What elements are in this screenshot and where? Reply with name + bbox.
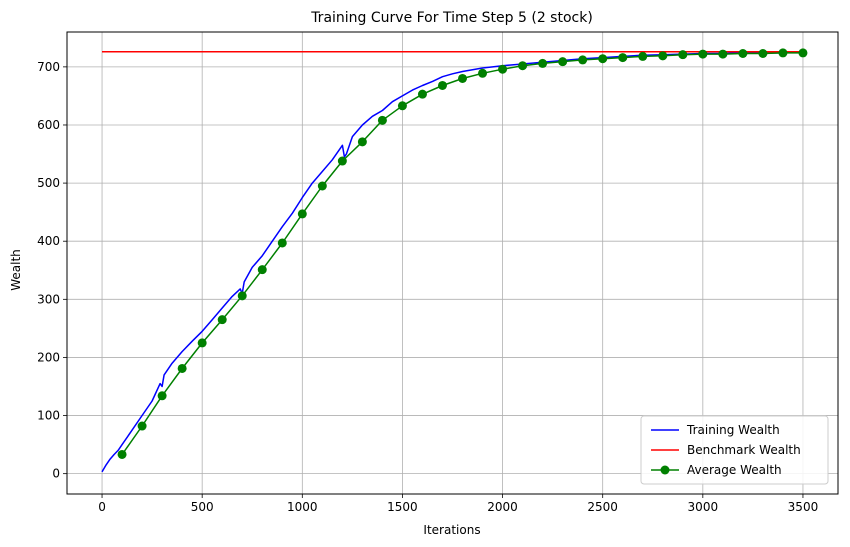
legend-marker — [660, 465, 670, 475]
average-wealth-point — [137, 421, 147, 431]
average-wealth-point — [277, 238, 287, 248]
average-wealth-point — [798, 48, 808, 58]
y-tick-label: 100 — [37, 409, 60, 423]
average-wealth-point — [337, 156, 347, 166]
y-tick-label: 0 — [52, 467, 60, 481]
average-wealth-point — [598, 54, 608, 64]
average-wealth-point — [397, 101, 407, 111]
average-wealth-point — [518, 61, 528, 71]
y-tick-label: 300 — [37, 292, 60, 306]
y-tick-label: 600 — [37, 118, 60, 132]
legend-item-average-wealth: Average Wealth — [651, 463, 782, 477]
average-wealth-point — [738, 49, 748, 59]
average-wealth-point — [558, 57, 568, 67]
average-wealth-point — [377, 115, 387, 125]
y-tick-label: 500 — [37, 176, 60, 190]
average-wealth-point — [678, 50, 688, 60]
average-wealth-point — [297, 209, 307, 219]
average-wealth-point — [698, 49, 708, 59]
training-wealth-series — [101, 51, 804, 473]
x-tick-label: 500 — [191, 500, 214, 514]
legend-item-benchmark-wealth: Benchmark Wealth — [651, 443, 801, 457]
average-wealth-point — [638, 51, 648, 61]
average-wealth-point — [618, 53, 628, 63]
legend-box — [640, 415, 829, 485]
y-tick-label: 400 — [37, 234, 60, 248]
x-tick-label: 2500 — [587, 500, 618, 514]
x-axis-label: Iterations — [423, 523, 480, 537]
average-wealth-point — [578, 55, 588, 65]
average-wealth-point — [157, 391, 167, 401]
average-wealth-point — [417, 89, 427, 99]
average-wealth-point — [538, 58, 548, 68]
x-tick-label: 1500 — [387, 500, 418, 514]
average-wealth-point — [237, 291, 247, 301]
training-wealth-line — [101, 51, 804, 473]
average-wealth-point — [498, 64, 508, 74]
average-wealth-point — [177, 363, 187, 373]
x-tick-label: 3000 — [688, 500, 719, 514]
x-axis: 0 500 1000 1500 2000 2500 3000 3500 — [98, 494, 818, 514]
y-tick-label: 700 — [37, 60, 60, 74]
legend: Training Wealth Benchmark Wealth Average W… — [640, 415, 829, 485]
legend-label: Average Wealth — [687, 463, 782, 477]
legend-label: Benchmark Wealth — [687, 443, 801, 457]
chart-title: Training Curve For Time Step 5 (2 stock) — [310, 10, 593, 26]
average-wealth-point — [658, 51, 668, 61]
average-wealth-point — [778, 48, 788, 58]
series-layer — [101, 48, 808, 473]
y-axis: 0 100 200 300 400 500 600 700 — [37, 60, 67, 481]
average-wealth-point — [357, 137, 367, 147]
average-wealth-point — [478, 68, 488, 78]
average-wealth-point — [257, 265, 267, 275]
y-tick-label: 200 — [37, 350, 60, 364]
average-wealth-point — [718, 49, 728, 59]
x-tick-label: 2000 — [487, 500, 518, 514]
x-tick-label: 1000 — [287, 500, 318, 514]
legend-item-training-wealth: Training Wealth — [651, 423, 780, 437]
average-wealth-point — [317, 181, 327, 191]
average-wealth-point — [758, 49, 768, 59]
x-tick-label: 0 — [98, 500, 106, 514]
x-tick-label: 3500 — [788, 500, 819, 514]
plot-area-frame — [66, 31, 839, 495]
average-wealth-point — [458, 73, 468, 83]
average-wealth-point — [197, 338, 207, 348]
average-wealth-point — [117, 449, 127, 459]
y-axis-label: Wealth — [9, 249, 23, 291]
legend-label: Training Wealth — [686, 423, 780, 437]
average-wealth-series — [117, 48, 808, 459]
average-wealth-point — [437, 80, 447, 90]
average-wealth-point — [217, 315, 227, 325]
